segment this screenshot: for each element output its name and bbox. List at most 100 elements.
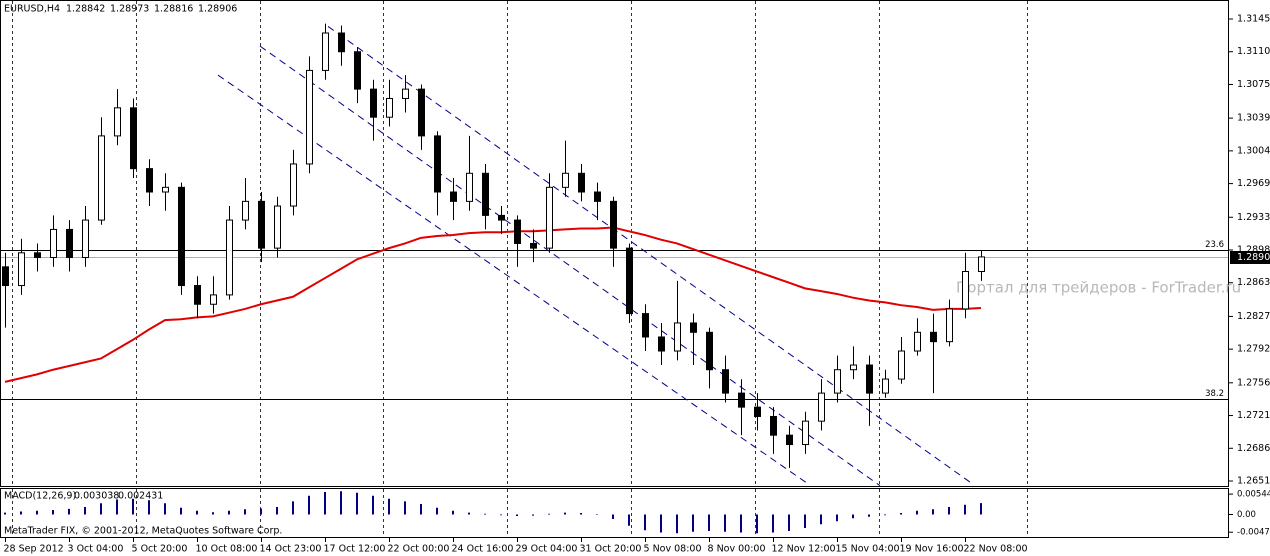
macd-bar	[276, 507, 278, 515]
x-tick-label: 8 Nov 00:00	[708, 544, 766, 555]
x-tick-label: 14 Oct 23:00	[260, 544, 322, 555]
watermark: Портал для трейдеров - ForTrader.ru	[956, 279, 1241, 297]
macd-bar	[804, 514, 806, 528]
macd-bar	[132, 498, 134, 515]
macd-bar	[36, 510, 38, 515]
macd-bar	[452, 510, 454, 515]
macd-bar	[532, 514, 534, 516]
candle-body	[722, 369, 729, 394]
y-tick-label: 1.29690	[1237, 178, 1270, 189]
candle-body	[562, 172, 569, 188]
macd-bar	[820, 514, 822, 525]
y-tick-label: 1.30750	[1237, 79, 1270, 90]
fib-level-label: 38.2	[1205, 389, 1224, 399]
macd-panel	[0, 488, 1229, 538]
candle-body	[802, 420, 809, 446]
macd-bar	[980, 503, 982, 515]
candle-body	[354, 51, 361, 90]
candle-body	[34, 252, 41, 258]
candle-body	[706, 331, 713, 371]
candle-body	[66, 228, 73, 258]
ohlc-value: 1.28973	[110, 4, 149, 15]
y-tick-label: 0.00544	[1237, 490, 1270, 500]
candle-body	[178, 186, 185, 287]
x-tick-label: 17 Oct 12:00	[324, 544, 386, 555]
macd-bar	[212, 512, 214, 515]
x-tick-label: 3 Oct 04:00	[68, 544, 124, 555]
y-tick-label: 1.27210	[1237, 410, 1270, 421]
candle-body	[402, 88, 409, 99]
candle-body	[530, 242, 537, 249]
macd-bar	[484, 513, 486, 515]
macd-bar	[164, 503, 166, 515]
y-tick-label: 1.28980	[1237, 245, 1270, 256]
x-tick-label: 24 Oct 16:00	[452, 544, 514, 555]
candle-body	[946, 308, 953, 343]
macd-bar	[516, 514, 518, 516]
candle-body	[82, 219, 89, 258]
y-tick-label: -0.00472	[1237, 528, 1270, 538]
macd-bar	[148, 500, 150, 515]
candle-body	[882, 378, 889, 394]
macd-bar	[836, 514, 838, 522]
candle-body	[2, 266, 9, 287]
y-tick-label: 0.00	[1237, 510, 1256, 520]
candle-body	[866, 364, 873, 394]
macd-bar	[916, 510, 918, 515]
macd-bar	[404, 501, 406, 515]
macd-bar	[564, 512, 566, 515]
candle-body	[434, 135, 441, 193]
candle-body	[146, 168, 153, 193]
candle-body	[546, 186, 553, 249]
candle-body	[738, 392, 745, 408]
candle-body	[786, 434, 793, 446]
macd-bar	[740, 514, 742, 533]
candle-body	[690, 322, 697, 333]
macd-bar	[548, 513, 550, 515]
candle-body	[130, 107, 137, 170]
macd-bar	[884, 514, 886, 516]
y-tick-label: 1.27920	[1237, 344, 1270, 355]
macd-bar	[644, 514, 646, 531]
macd-bar	[100, 503, 102, 515]
y-tick-label: 1.26860	[1237, 443, 1270, 454]
macd-bar	[708, 514, 710, 531]
macd-bar	[420, 504, 422, 515]
macd-bar	[372, 495, 374, 515]
fib-level-label: 23.6	[1205, 240, 1224, 250]
x-tick-label: 12 Nov 12:00	[772, 544, 836, 555]
candle-body	[194, 285, 201, 305]
macd-bar	[660, 514, 662, 533]
macd-bar	[4, 512, 6, 515]
x-tick-label: 15 Nov 04:00	[836, 544, 900, 555]
candle-body	[594, 191, 601, 202]
symbol: EURUSD,H4	[4, 4, 60, 15]
y-tick-label: 1.31450	[1237, 13, 1270, 24]
macd-bar	[580, 513, 582, 515]
x-tick-label: 29 Oct 04:00	[516, 544, 578, 555]
footer: MetaTrader FIX, © 2001-2012, MetaQuotes …	[4, 526, 282, 537]
candle-body	[258, 200, 265, 249]
candle-body	[450, 191, 457, 202]
candle-body	[466, 172, 473, 202]
x-tick-label: 5 Oct 20:00	[132, 544, 188, 555]
candle-body	[386, 97, 393, 118]
x-tick-label: 5 Nov 08:00	[644, 544, 702, 555]
y-tick-label: 1.31100	[1237, 46, 1270, 57]
x-tick-label: 22 Oct 00:00	[388, 544, 450, 555]
y-tick-label: 1.27560	[1237, 377, 1270, 388]
indicator-value: 0.003038	[74, 491, 119, 502]
candle-body	[962, 271, 969, 310]
macd-bar	[52, 510, 54, 515]
candle-body	[642, 313, 649, 338]
macd-bar	[676, 514, 678, 534]
candle-body	[114, 107, 121, 137]
candle-body	[674, 322, 681, 352]
indicator-title: MACD(12,26,9)	[4, 491, 76, 502]
candle-body	[770, 415, 777, 436]
y-tick-label: 1.30040	[1237, 145, 1270, 156]
candle-body	[898, 350, 905, 380]
candle-body	[290, 163, 297, 207]
candle-body	[818, 392, 825, 422]
